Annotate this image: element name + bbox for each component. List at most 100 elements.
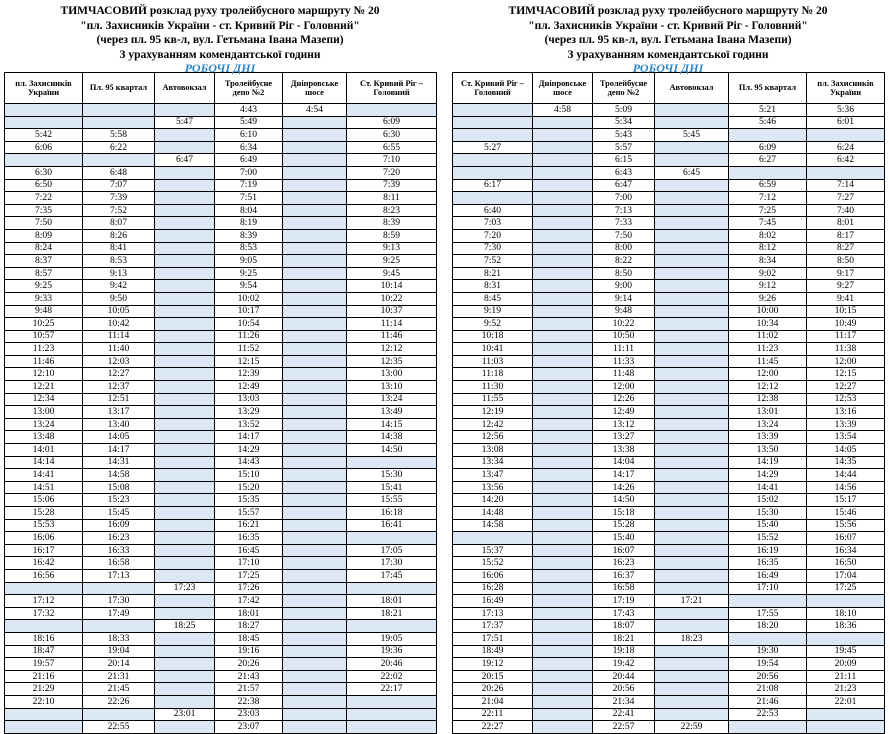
time-cell: 7:22 (4, 191, 83, 205)
time-cell: 11:26 (214, 329, 283, 344)
time-cell (282, 720, 347, 734)
time-cell (452, 153, 533, 167)
time-cell: 7:33 (592, 216, 655, 230)
time-cell: 20:56 (592, 682, 655, 696)
table-row: 10:41 11:11 11:23 11:38 (452, 342, 885, 356)
time-cell: 14:17 (592, 468, 655, 482)
table-row: 20:15 20:44 20:56 21:11 (452, 669, 885, 684)
time-cell: 10:34 (728, 317, 807, 331)
table-row: 4:43 4:54 (4, 103, 437, 117)
time-cell (654, 657, 729, 671)
time-cell: 9:33 (4, 291, 83, 306)
time-cell: 8:19 (214, 216, 283, 230)
time-cell: 14:48 (452, 506, 533, 520)
time-cell: 16:09 (82, 518, 155, 533)
time-cell: 5:34 (592, 115, 655, 130)
time-cell (282, 317, 347, 331)
time-cell (154, 669, 215, 684)
time-cell: 11:14 (82, 329, 155, 344)
time-cell: 19:16 (214, 644, 283, 659)
column-header: Ст. Кривий Ріг – Головний (452, 72, 533, 104)
table-row: 18:47 19:04 19:16 19:36 (4, 644, 437, 659)
time-cell: 19:30 (728, 644, 807, 659)
time-cell: 15:28 (4, 506, 83, 520)
time-cell (654, 443, 729, 457)
time-cell (82, 103, 155, 117)
table-row: 12:19 12:49 13:01 13:16 (452, 405, 885, 419)
table-row: 6:47 6:49 7:10 (4, 153, 437, 167)
table-row: 13:00 13:17 13:29 13:49 (4, 405, 437, 419)
time-cell (532, 279, 593, 293)
time-cell (654, 694, 729, 709)
time-cell: 22:53 (728, 707, 807, 722)
time-cell: 15:56 (806, 518, 885, 533)
time-cell: 14:41 (728, 480, 807, 495)
time-cell (154, 342, 215, 356)
time-cell: 9:26 (728, 291, 807, 306)
time-cell: 13:40 (82, 417, 155, 432)
header-row: пл. Захисників України Пл. 95 квартал Ав… (4, 72, 437, 104)
time-cell: 7:14 (806, 178, 885, 193)
time-cell (4, 619, 83, 633)
time-cell (282, 165, 347, 180)
table-row: 7:52 8:22 8:34 8:50 (452, 254, 885, 268)
time-cell: 17:04 (806, 568, 885, 583)
time-cell: 8:07 (82, 216, 155, 230)
time-cell: 9:48 (4, 304, 83, 319)
time-cell: 22:02 (346, 669, 437, 684)
time-cell: 8:22 (592, 254, 655, 268)
time-cell: 22:59 (654, 720, 729, 734)
time-cell: 18:23 (654, 631, 729, 646)
time-cell: 9:00 (592, 279, 655, 293)
time-cell: 16:45 (214, 543, 283, 558)
time-cell: 6:40 (452, 203, 533, 218)
time-cell (654, 568, 729, 583)
time-cell: 17:32 (4, 606, 83, 621)
time-cell: 15:41 (346, 480, 437, 495)
time-cell (346, 531, 437, 545)
time-cell: 12:38 (728, 392, 807, 407)
time-cell: 10:05 (82, 304, 155, 319)
time-cell (806, 594, 885, 608)
time-cell: 9:54 (214, 279, 283, 293)
time-cell: 9:42 (82, 279, 155, 293)
time-cell (654, 455, 729, 470)
time-cell: 13:03 (214, 392, 283, 407)
time-cell: 5:42 (4, 128, 83, 142)
table-row: 9:19 9:48 10:00 10:15 (452, 304, 885, 319)
table-row: 13:24 13:40 13:52 14:15 (4, 417, 437, 432)
time-cell: 18:27 (214, 619, 283, 633)
time-cell (154, 178, 215, 193)
time-cell (346, 619, 437, 633)
time-cell: 8:27 (806, 241, 885, 256)
time-cell (154, 405, 215, 419)
table-row: 18:25 18:27 (4, 619, 437, 633)
time-cell: 14:14 (4, 455, 83, 470)
time-cell (532, 354, 593, 369)
time-cell (532, 594, 593, 608)
column-header: Автовокзал (154, 72, 215, 104)
time-cell: 7:45 (728, 216, 807, 230)
time-cell: 15:18 (592, 506, 655, 520)
time-cell (282, 128, 347, 142)
time-cell: 13:29 (214, 405, 283, 419)
time-cell: 7:10 (346, 153, 437, 167)
table-row: 5:47 5:49 6:09 (4, 115, 437, 130)
time-cell: 8:24 (4, 241, 83, 256)
time-cell: 19:05 (346, 631, 437, 646)
time-cell (452, 115, 533, 130)
table-row: 14:48 15:18 15:30 15:46 (452, 506, 885, 520)
time-cell (452, 165, 533, 180)
time-cell (532, 329, 593, 344)
time-cell: 22:27 (452, 720, 533, 734)
time-cell: 19:45 (806, 644, 885, 659)
time-cell (154, 266, 215, 281)
table-row: 16:28 16:58 17:10 17:25 (452, 581, 885, 596)
time-cell: 13:52 (214, 417, 283, 432)
time-cell: 9:14 (592, 291, 655, 306)
time-cell: 17:21 (654, 594, 729, 608)
time-cell: 7:39 (346, 178, 437, 193)
time-cell (154, 367, 215, 382)
time-cell: 7:20 (452, 228, 533, 243)
time-cell: 14:50 (592, 493, 655, 507)
